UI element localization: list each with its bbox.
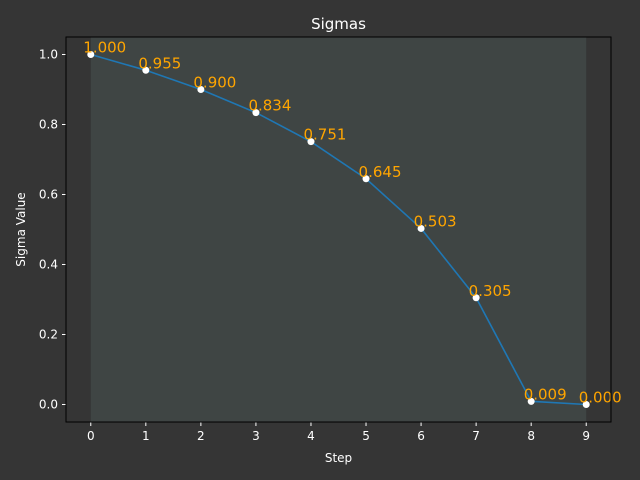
x-tick-label: 9	[582, 429, 590, 443]
y-tick-label: 0.8	[39, 118, 58, 132]
y-tick-label: 1.0	[39, 48, 58, 62]
x-tick-label: 5	[362, 429, 370, 443]
data-label: 0.305	[469, 282, 512, 300]
y-axis-ticks: 0.0 0.2 0.4 0.6 0.8 1.0	[39, 48, 66, 412]
data-point	[362, 175, 370, 183]
y-tick-label: 0.4	[39, 258, 58, 272]
data-points	[87, 51, 590, 408]
data-point	[527, 397, 535, 405]
y-axis-label: Sigma Value	[14, 192, 28, 266]
x-tick-label: 3	[252, 429, 260, 443]
x-tick-label: 4	[307, 429, 315, 443]
x-tick-label: 2	[197, 429, 205, 443]
data-point	[87, 51, 95, 58]
y-tick-label: 0.6	[39, 188, 58, 202]
x-tick-label: 6	[417, 429, 425, 443]
data-point	[472, 294, 480, 302]
x-tick-label: 1	[142, 429, 150, 443]
data-point	[582, 401, 590, 408]
x-tick-label: 0	[87, 429, 95, 443]
data-label: 0.000	[579, 389, 622, 407]
x-tick-label: 7	[472, 429, 480, 443]
data-label: 0.503	[414, 212, 457, 230]
data-point	[252, 109, 260, 117]
data-label: 0.645	[359, 163, 402, 181]
data-label: 0.834	[248, 97, 291, 115]
data-label: 0.955	[138, 54, 181, 72]
series-line	[90, 53, 587, 406]
data-point	[417, 224, 425, 232]
data-label: 0.751	[303, 126, 346, 144]
x-axis-label: Step	[325, 451, 352, 465]
data-label: 0.009	[524, 385, 567, 403]
x-axis-ticks: 0 1 2 3 4 5 6 7 8 9	[87, 422, 590, 443]
y-tick-label: 0.2	[39, 328, 58, 342]
y-tick-label: 0.0	[39, 398, 58, 412]
data-point	[197, 86, 205, 93]
axes-frame	[65, 36, 612, 423]
data-point	[142, 66, 150, 74]
x-tick-label: 8	[527, 429, 535, 443]
chart-title: Sigmas	[311, 15, 366, 33]
data-point	[307, 138, 315, 146]
shaded-region	[90, 37, 587, 422]
data-label: 1.000	[83, 39, 126, 57]
data-label: 0.900	[193, 74, 236, 92]
